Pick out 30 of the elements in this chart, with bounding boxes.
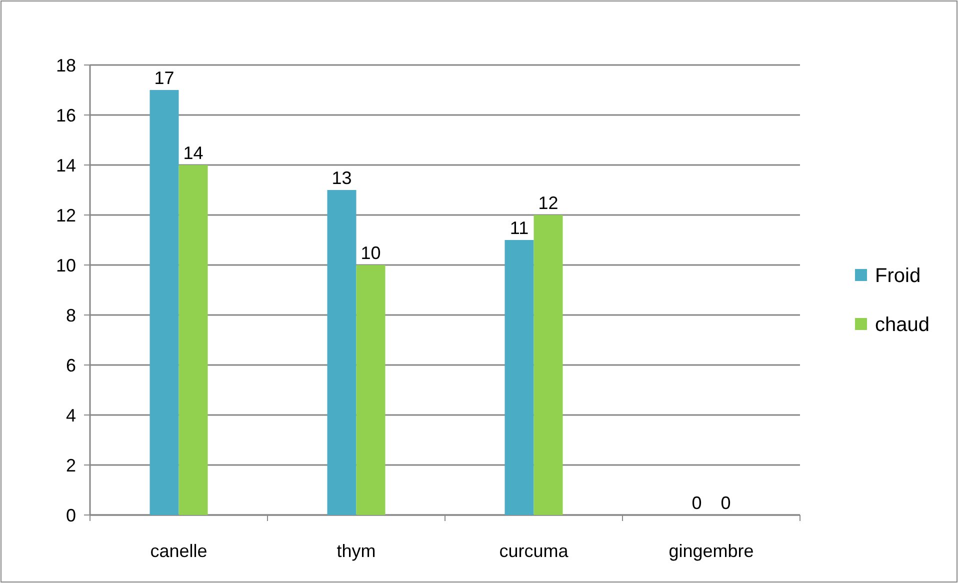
data-label: 17: [154, 68, 174, 88]
bar: [178, 165, 208, 515]
data-label: 14: [183, 143, 204, 163]
data-label: 12: [538, 193, 558, 213]
y-tick-label: 14: [56, 155, 76, 176]
y-tick-label: 12: [56, 205, 76, 226]
x-tick-label: curcuma: [499, 541, 570, 561]
x-tick-label: thym: [336, 541, 376, 561]
y-tick-label: 10: [56, 255, 76, 276]
y-tick-label: 6: [66, 355, 76, 376]
data-label: 0: [720, 493, 731, 513]
data-label: 13: [332, 168, 352, 188]
data-label: 11: [510, 218, 529, 238]
bar: [356, 265, 386, 515]
y-tick-label: 8: [66, 305, 76, 326]
x-tick-label: gingembre: [668, 541, 754, 561]
y-tick-label: 18: [56, 55, 76, 76]
data-label: 0: [692, 493, 702, 513]
bar: [534, 215, 563, 515]
y-tick-label: 4: [66, 405, 76, 426]
bar: [504, 240, 534, 515]
y-tick-label: 16: [56, 105, 76, 126]
legend-label: Froid: [875, 265, 921, 287]
y-tick-label: 2: [66, 455, 76, 476]
legend-label: chaud: [875, 314, 930, 336]
bar: [327, 190, 356, 515]
y-tick-label: 0: [66, 505, 76, 526]
x-tick-label: canelle: [150, 541, 208, 561]
data-label: 10: [360, 243, 381, 263]
bar: [150, 90, 179, 515]
